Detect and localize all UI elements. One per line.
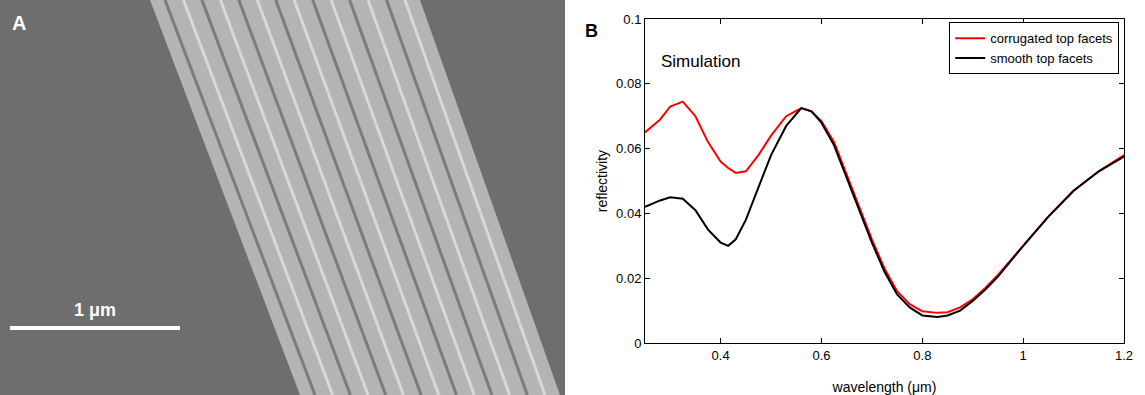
svg-text:1 μm: 1 μm: [74, 300, 116, 320]
svg-text:1.2: 1.2: [1115, 348, 1133, 363]
svg-text:0.8: 0.8: [913, 348, 931, 363]
svg-text:0.04: 0.04: [616, 206, 641, 221]
svg-text:A: A: [12, 12, 26, 34]
svg-text:0: 0: [634, 336, 641, 351]
svg-text:1: 1: [1020, 348, 1027, 363]
svg-text:wavelength (μm): wavelength (μm): [832, 379, 937, 395]
svg-text:0.6: 0.6: [812, 348, 830, 363]
svg-text:reflectivity: reflectivity: [594, 150, 610, 212]
svg-text:corrugated top facets: corrugated top facets: [990, 31, 1113, 46]
svg-text:0.02: 0.02: [616, 271, 641, 286]
svg-text:Simulation: Simulation: [661, 52, 740, 71]
svg-text:B: B: [585, 21, 598, 41]
svg-text:0.08: 0.08: [616, 76, 641, 91]
svg-text:0.1: 0.1: [623, 12, 641, 27]
svg-text:0.06: 0.06: [616, 141, 641, 156]
svg-text:0.4: 0.4: [712, 348, 730, 363]
svg-text:smooth top facets: smooth top facets: [990, 51, 1093, 66]
